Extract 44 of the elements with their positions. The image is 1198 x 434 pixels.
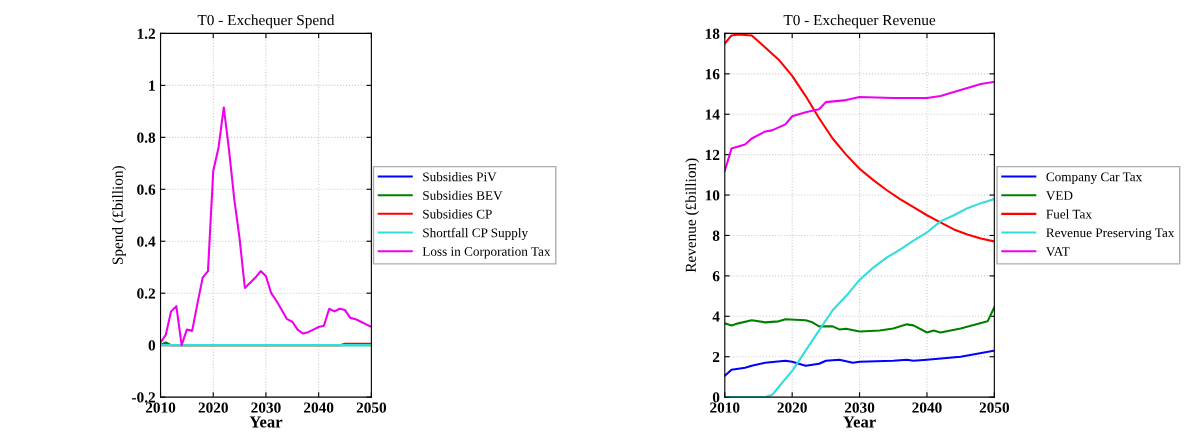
legend-label: VED bbox=[1046, 191, 1073, 201]
legend-label: VAT bbox=[1046, 247, 1070, 256]
y-tick-label: -0.2 bbox=[132, 392, 156, 403]
x-tick-label: 2030 bbox=[251, 402, 281, 413]
legend-label: Subsidies CP bbox=[423, 209, 492, 219]
x-axis-title: Year bbox=[249, 416, 283, 428]
y-tick-label: 14 bbox=[705, 109, 720, 120]
legend-label: Subsidies PiV bbox=[423, 171, 497, 182]
y-tick-label: 0 bbox=[712, 392, 720, 403]
x-tick-label: 2010 bbox=[145, 402, 176, 413]
y-tick-label: 1 bbox=[149, 80, 155, 91]
y-tick-label: 0.8 bbox=[137, 132, 156, 143]
legend-label: Loss in Corporation Tax bbox=[422, 247, 551, 259]
chart-title: T0 - Exchequer Revenue bbox=[783, 14, 936, 29]
y-tick-label: 18 bbox=[705, 28, 720, 39]
x-tick-label: 2050 bbox=[356, 402, 387, 413]
y-axis-title: Revenue (£billion) bbox=[685, 158, 700, 273]
x-axis-title: Year bbox=[843, 416, 876, 428]
y-tick-label: 0.2 bbox=[137, 288, 156, 299]
x-tick-label: 2010 bbox=[710, 402, 740, 413]
x-tick-label: 2020 bbox=[198, 402, 228, 413]
y-tick-label: 16 bbox=[705, 69, 720, 80]
x-tick-label: 2020 bbox=[777, 402, 807, 413]
x-tick-label: 2050 bbox=[979, 402, 1010, 413]
legend-label: Shortfall CP Supply bbox=[423, 227, 529, 240]
y-axis-title: Spend (£billion) bbox=[112, 166, 126, 265]
y-tick-label: 4 bbox=[712, 311, 720, 322]
y-tick-label: 0 bbox=[148, 340, 156, 351]
y-tick-label: 0.6 bbox=[137, 184, 156, 195]
legend-label: Company Car Tax bbox=[1046, 172, 1143, 184]
legend-label: Revenue Preserving Tax bbox=[1046, 228, 1175, 240]
y-tick-label: 6 bbox=[712, 271, 720, 282]
x-tick-label: 2040 bbox=[912, 402, 942, 413]
y-tick-label: 1.2 bbox=[137, 28, 156, 39]
y-tick-label: 2 bbox=[712, 351, 720, 362]
legend-label: Subsidies BEV bbox=[423, 190, 503, 200]
y-tick-label: 10 bbox=[705, 190, 720, 201]
x-tick-label: 2040 bbox=[304, 402, 334, 413]
y-tick-label: 8 bbox=[712, 230, 720, 241]
y-tick-label: 12 bbox=[705, 149, 720, 160]
y-tick-label: 0.4 bbox=[137, 236, 156, 247]
chart-title: T0 - Exchequer Spend bbox=[197, 14, 335, 29]
legend-label: Fuel Tax bbox=[1046, 209, 1092, 219]
x-tick-label: 2030 bbox=[844, 402, 875, 413]
